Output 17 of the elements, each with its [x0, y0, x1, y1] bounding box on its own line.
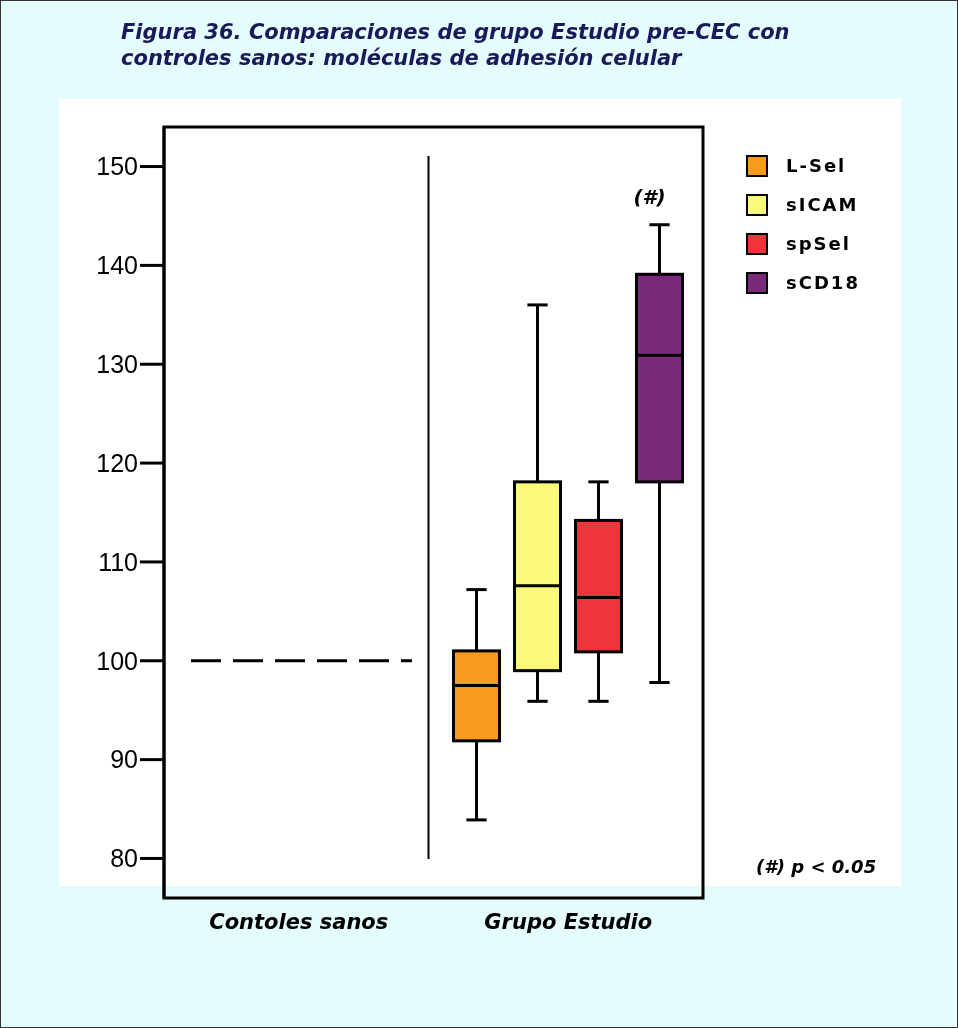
annotation: (#)	[633, 185, 666, 210]
x-tick-label: Grupo Estudio	[484, 909, 653, 934]
legend-label: spSel	[786, 233, 851, 254]
chart-title: Figura 36. Comparaciones de grupo Estudio pre-CEC con controles sanos: moléculas de adhesión celular	[121, 19, 791, 71]
y-tick-label: 120	[96, 448, 138, 477]
y-tick-label: 90	[110, 745, 138, 774]
y-tick-label: 150	[96, 152, 138, 181]
y-tick-label: 110	[98, 547, 138, 576]
x-tick-label: Contoles sanos	[209, 909, 389, 934]
y-tick-label: 130	[96, 350, 138, 379]
legend-label: L-Sel	[786, 155, 847, 176]
legend-label: sICAM	[786, 194, 859, 215]
legend-label: sCD18	[786, 272, 860, 293]
y-tick-label: 80	[110, 844, 138, 873]
y-tick-label: 140	[96, 251, 138, 280]
y-tick-label: 100	[96, 646, 138, 675]
text: (#) p < 0.05	[756, 856, 877, 877]
